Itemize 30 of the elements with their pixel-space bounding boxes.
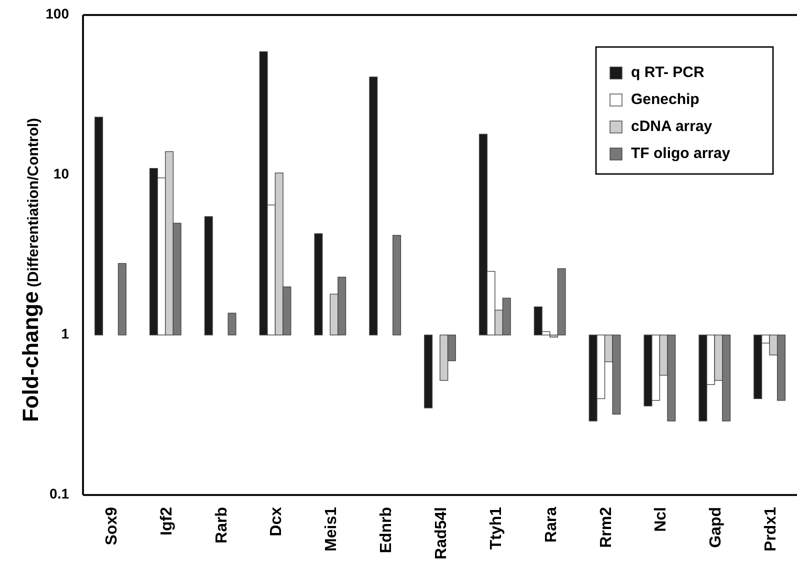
x-tick-label: Ednrb [378,506,396,554]
y-tick-label: 100 [46,6,70,22]
x-tick-label: Gapd [708,507,725,548]
bar [314,233,323,336]
legend-label: Genechip [631,90,700,108]
x-tick-label: Sox9 [103,506,120,546]
x-tick-label: Rarb [213,506,230,544]
legend-label: cDNA array [631,118,713,135]
bar [424,334,433,408]
bar [94,116,104,336]
bar [228,312,236,336]
legend-label: q RT- PCR [631,64,704,81]
y-tick-label: 1 [61,326,70,342]
x-tick-label: Prdx1 [762,506,780,552]
x-tick-label: Igf2 [158,506,176,536]
x-tick-label: Ncl [652,507,670,532]
bar [204,216,213,336]
y-tick-label: 10 [53,166,70,182]
x-tick-label: Ttyh1 [488,506,505,550]
x-tick-label: Rad54l [433,507,450,560]
x-tick-label: Dcx [268,506,286,536]
bar [392,234,402,336]
x-tick-label: Meis1 [323,506,340,552]
bar [118,263,126,336]
y-tick-label: 0.1 [50,486,70,502]
y-axis-title: Fold-change (Differentiation/Control) [18,118,43,422]
x-tick-label: Rrm2 [598,506,615,548]
x-tick-label: Rara [542,506,560,543]
bar [369,76,378,336]
legend-label: TF oligo array [631,144,731,162]
